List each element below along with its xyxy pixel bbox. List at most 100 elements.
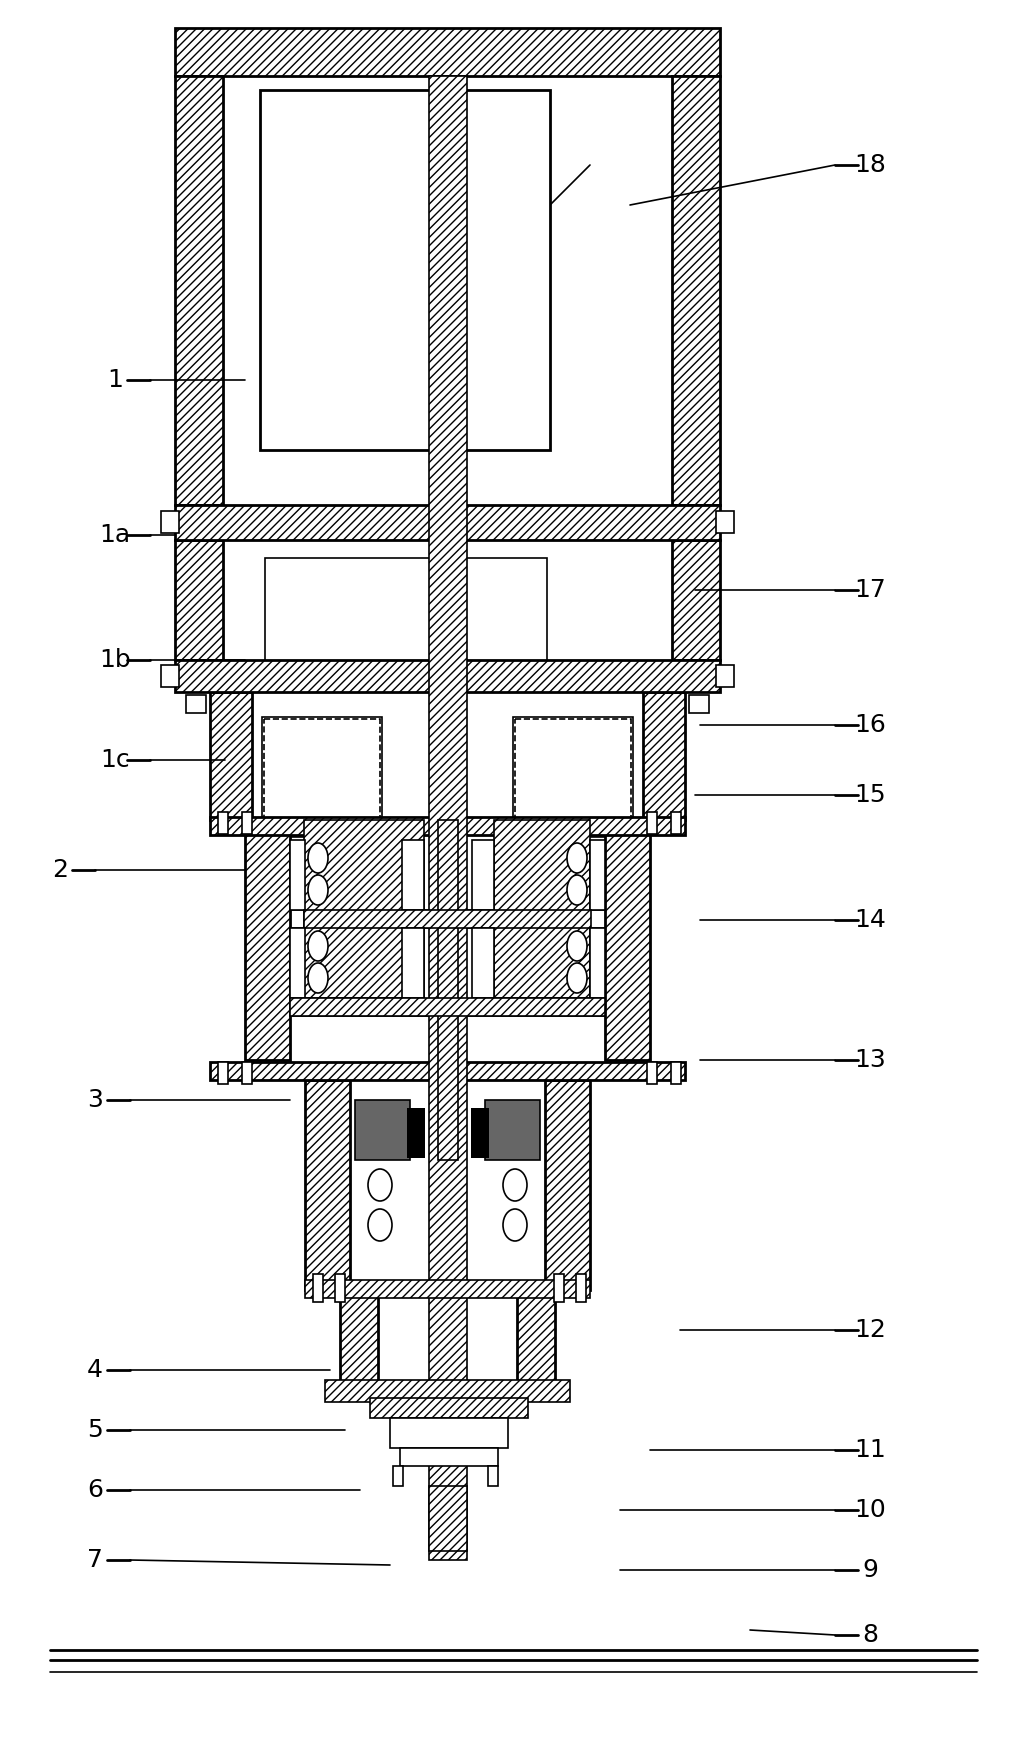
- Text: 4: 4: [87, 1359, 103, 1381]
- Ellipse shape: [308, 963, 328, 993]
- Bar: [252, 692, 643, 820]
- Bar: [218, 1063, 228, 1084]
- Bar: [260, 91, 550, 449]
- Bar: [672, 77, 720, 505]
- Bar: [402, 928, 424, 998]
- Bar: [313, 1273, 324, 1301]
- Bar: [210, 692, 252, 820]
- Bar: [265, 557, 547, 678]
- Text: 1c: 1c: [101, 747, 129, 772]
- Bar: [325, 1380, 570, 1402]
- Text: 9: 9: [862, 1557, 878, 1582]
- Bar: [514, 718, 633, 836]
- Text: 1: 1: [107, 368, 123, 392]
- Bar: [472, 840, 494, 909]
- Bar: [264, 719, 380, 834]
- Ellipse shape: [567, 874, 587, 906]
- Bar: [305, 1080, 350, 1291]
- Bar: [393, 1467, 403, 1486]
- Bar: [242, 812, 252, 834]
- Bar: [262, 718, 382, 836]
- Bar: [545, 1080, 589, 1291]
- Bar: [671, 812, 681, 834]
- Ellipse shape: [503, 1209, 527, 1240]
- Bar: [554, 1273, 564, 1301]
- Bar: [716, 665, 734, 686]
- Text: 17: 17: [854, 578, 886, 603]
- Bar: [350, 1080, 545, 1291]
- Bar: [517, 1291, 555, 1390]
- Text: 12: 12: [854, 1319, 886, 1341]
- Text: 10: 10: [854, 1498, 886, 1523]
- Bar: [472, 928, 494, 998]
- Bar: [175, 28, 720, 77]
- Bar: [223, 77, 672, 505]
- Ellipse shape: [368, 1209, 392, 1240]
- Bar: [400, 1448, 498, 1467]
- Text: 11: 11: [854, 1437, 886, 1462]
- Ellipse shape: [567, 843, 587, 873]
- Bar: [643, 692, 685, 820]
- Bar: [605, 820, 650, 1059]
- Ellipse shape: [308, 843, 328, 873]
- Bar: [485, 1099, 540, 1160]
- Text: 7: 7: [87, 1549, 103, 1571]
- Bar: [672, 540, 720, 660]
- Bar: [576, 1273, 586, 1301]
- Bar: [290, 840, 305, 909]
- Ellipse shape: [308, 874, 328, 906]
- Bar: [494, 820, 589, 998]
- Bar: [242, 1063, 252, 1084]
- Bar: [589, 928, 605, 998]
- Bar: [175, 505, 720, 540]
- Text: 13: 13: [854, 1049, 886, 1071]
- Bar: [671, 1063, 681, 1084]
- Bar: [689, 695, 709, 712]
- Bar: [210, 1063, 685, 1080]
- Ellipse shape: [567, 963, 587, 993]
- Bar: [390, 1418, 508, 1448]
- Bar: [290, 928, 305, 998]
- Bar: [186, 695, 206, 712]
- Bar: [290, 820, 605, 1059]
- Bar: [438, 820, 458, 1160]
- Bar: [175, 660, 720, 692]
- Bar: [429, 1486, 467, 1550]
- Bar: [355, 1099, 410, 1160]
- Ellipse shape: [368, 1169, 392, 1200]
- Bar: [471, 1108, 489, 1158]
- Bar: [647, 812, 657, 834]
- Ellipse shape: [308, 930, 328, 962]
- Bar: [175, 77, 223, 505]
- Bar: [402, 840, 424, 909]
- Bar: [175, 540, 223, 660]
- Text: 3: 3: [87, 1089, 103, 1111]
- Bar: [340, 1291, 378, 1390]
- Bar: [161, 510, 179, 533]
- Text: 1b: 1b: [100, 648, 130, 672]
- Text: 16: 16: [854, 712, 886, 737]
- Bar: [370, 1399, 528, 1418]
- Bar: [589, 840, 605, 909]
- Ellipse shape: [567, 930, 587, 962]
- Bar: [223, 540, 672, 660]
- Bar: [290, 998, 605, 1016]
- Bar: [407, 1108, 425, 1158]
- Text: 5: 5: [87, 1418, 103, 1442]
- Bar: [378, 1291, 517, 1390]
- Bar: [304, 909, 591, 928]
- Bar: [304, 820, 424, 998]
- Text: 2: 2: [52, 859, 68, 881]
- Text: 14: 14: [854, 908, 886, 932]
- Text: 6: 6: [87, 1477, 103, 1502]
- Bar: [245, 820, 290, 1059]
- Ellipse shape: [503, 1169, 527, 1200]
- Bar: [305, 1280, 589, 1298]
- Bar: [716, 510, 734, 533]
- Bar: [515, 719, 631, 834]
- Bar: [488, 1467, 498, 1486]
- Bar: [335, 1273, 345, 1301]
- Bar: [429, 77, 467, 1561]
- Bar: [218, 812, 228, 834]
- Text: 8: 8: [862, 1624, 878, 1646]
